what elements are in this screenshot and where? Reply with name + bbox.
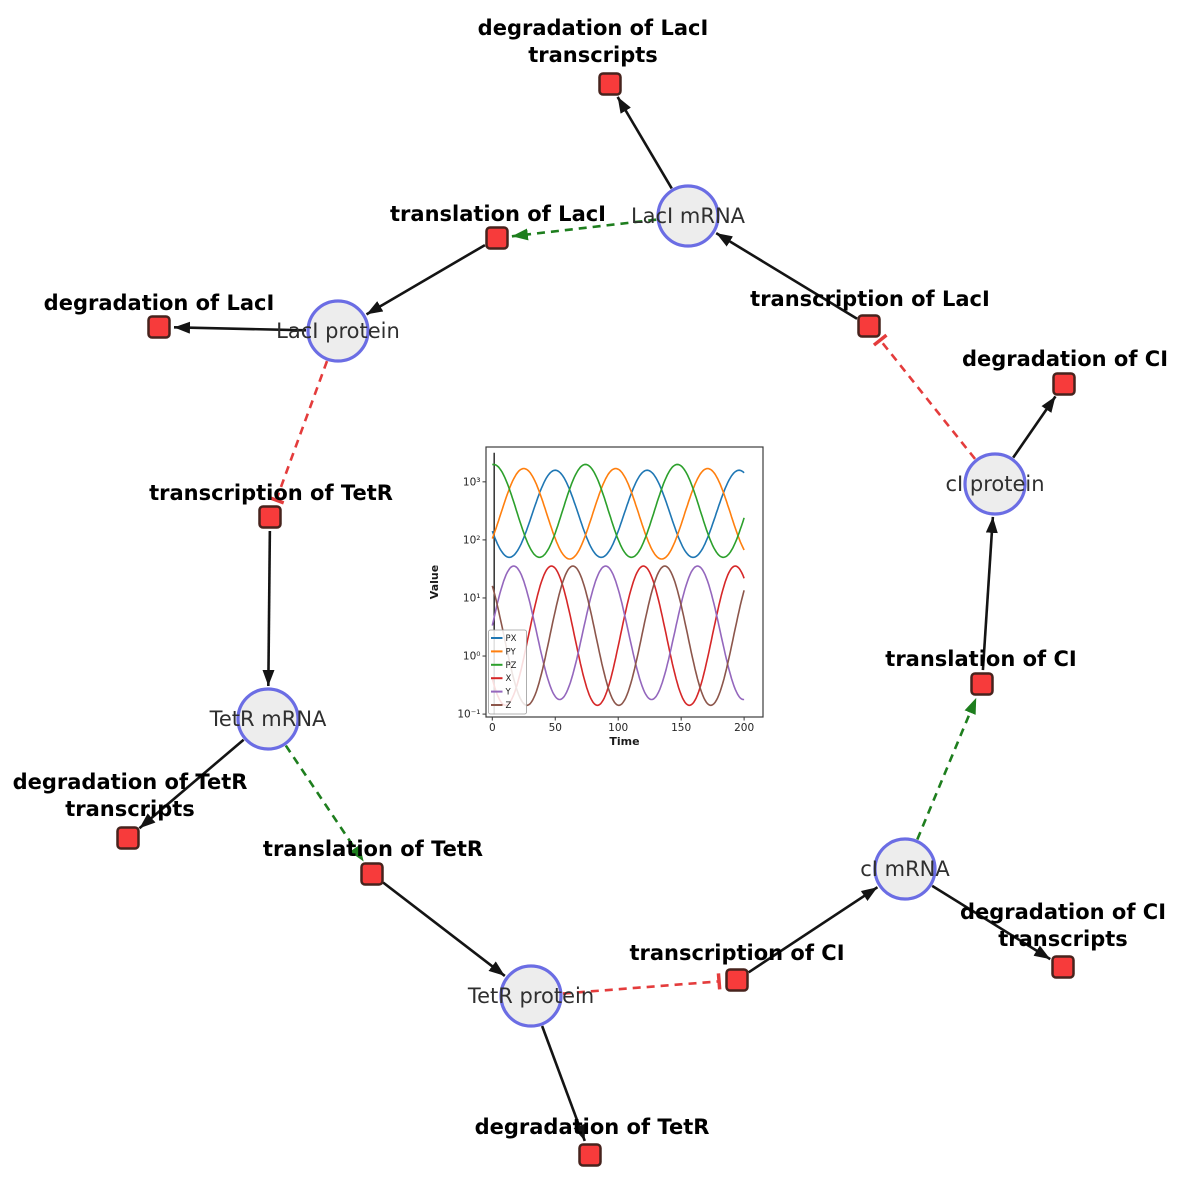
species-node-tetr-protein[interactable] (499, 964, 563, 1028)
reaction-label-deg-laci-transcripts: degradation of LacI transcripts (478, 16, 709, 67)
edge-consumption-tetr-protein-to-deg-tetr (540, 1025, 587, 1142)
edge-production-translation-laci-to-laci-protein (365, 243, 486, 316)
edge-consumption-tetr-mrna-to-deg-tetr-transcripts (138, 738, 245, 830)
reaction-node-deg-laci[interactable] (147, 315, 171, 339)
edge-modifier-ci-mrna-to-translation-ci (916, 697, 978, 840)
legend-label-x: X (506, 674, 512, 684)
edge-production-translation-tetr-to-tetr-protein (382, 881, 506, 977)
species-label-tetr-protein: TetR protein (467, 984, 594, 1008)
reaction-label-translation-ci: translation of CI (885, 647, 1076, 671)
reaction-label-deg-tetr-transcripts: degradation of TetR transcripts (13, 770, 248, 821)
reaction-label-deg-ci: degradation of CI (962, 347, 1168, 371)
legend: PX PY PZ XYZ (488, 629, 527, 715)
reaction-node-transcription-tetr[interactable] (258, 505, 282, 529)
series-line-px (491, 469, 745, 559)
reaction-node-transcription-laci[interactable] (857, 314, 881, 338)
x-tick-label: 100 (608, 722, 628, 734)
species-label-laci-protein: LacI protein (276, 319, 400, 343)
edge-consumption-ci-protein-to-deg-ci (1012, 395, 1057, 459)
series-line-pz (492, 463, 745, 559)
reaction-label-deg-laci: degradation of LacI (44, 291, 275, 315)
reaction-node-deg-laci-transcripts[interactable] (598, 72, 622, 96)
edge-production-transcription-tetr-to-tetr-mrna (262, 530, 275, 687)
edge-inhibition-laci-protein-to-transcription-tetr (268, 360, 329, 505)
edge-consumption-ci-mrna-to-deg-ci-transcripts (931, 884, 1051, 961)
y-tick-label: 10² (463, 534, 481, 546)
edge-modifier-laci-mrna-to-translation-laci (511, 218, 657, 241)
edge-consumption-laci-protein-to-deg-laci (173, 321, 307, 334)
edge-production-translation-ci-to-ci-protein (981, 516, 998, 671)
reaction-node-translation-laci[interactable] (485, 226, 509, 250)
species-label-tetr-mrna: TetR mRNA (209, 707, 327, 731)
series-line-x (491, 565, 745, 707)
reaction-label-transcription-tetr: transcription of TetR (149, 481, 393, 505)
reaction-label-transcription-ci: transcription of CI (629, 941, 844, 965)
reaction-node-translation-tetr[interactable] (360, 862, 384, 886)
y-tick-label: 10¹ (463, 592, 481, 604)
reaction-label-translation-tetr: translation of TetR (263, 837, 483, 861)
edge-inhibition-tetr-protein-to-transcription-ci (562, 973, 722, 995)
species-node-tetr-mrna[interactable] (236, 687, 300, 751)
x-tick-label: 50 (549, 722, 562, 734)
edge-production-transcription-ci-to-ci-mrna (747, 886, 879, 974)
reaction-node-translation-ci[interactable] (970, 672, 994, 696)
reaction-label-transcription-laci: transcription of LacI (750, 287, 990, 311)
legend-label-z: Z (506, 701, 512, 711)
legend-label-py: PY (506, 647, 517, 657)
series-line-py (491, 467, 745, 560)
series-line-z (491, 565, 745, 707)
reaction-label-deg-tetr: degradation of TetR (475, 1115, 710, 1139)
edge-production-transcription-laci-to-laci-mrna (715, 232, 858, 320)
reaction-node-transcription-ci[interactable] (725, 968, 749, 992)
species-node-ci-protein[interactable] (963, 452, 1027, 516)
reaction-node-deg-tetr[interactable] (578, 1143, 602, 1167)
x-tick-label: 150 (671, 722, 691, 734)
reaction-node-deg-tetr-transcripts[interactable] (116, 826, 140, 850)
plot-area (486, 447, 763, 717)
species-node-laci-protein[interactable] (306, 299, 370, 363)
legend-label-px: PX (506, 634, 517, 644)
x-tick-label: 0 (489, 722, 496, 734)
species-node-laci-mrna[interactable] (656, 184, 720, 248)
species-label-laci-mrna: LacI mRNA (631, 204, 746, 228)
edge-consumption-laci-mrna-to-deg-laci-transcripts (616, 96, 673, 190)
edge-inhibition-ci-protein-to-transcription-laci (872, 333, 977, 460)
y-tick-label: 10³ (463, 476, 481, 488)
x-tick-label: 200 (734, 722, 754, 734)
edge-modifier-tetr-mrna-to-translation-tetr (284, 744, 365, 863)
reaction-node-deg-ci[interactable] (1052, 372, 1076, 396)
x-axis-label: Time (609, 735, 639, 748)
plot-frame (485, 446, 764, 718)
reaction-label-translation-laci: translation of LacI (390, 202, 606, 226)
y-tick-label: 10⁻¹ (457, 709, 480, 721)
y-tick-label: 10⁰ (463, 651, 481, 663)
y-axis-label: Value (428, 565, 441, 599)
reaction-label-deg-ci-transcripts: degradation of CI transcripts (960, 900, 1166, 951)
species-label-ci-protein: cI protein (945, 472, 1044, 496)
species-node-ci-mrna[interactable] (873, 837, 937, 901)
series-line-y (491, 565, 745, 701)
legend-label-pz: PZ (506, 661, 517, 671)
reaction-node-deg-ci-transcripts[interactable] (1051, 955, 1075, 979)
species-label-ci-mrna: cI mRNA (860, 857, 950, 881)
legend-label-y: Y (505, 688, 512, 698)
